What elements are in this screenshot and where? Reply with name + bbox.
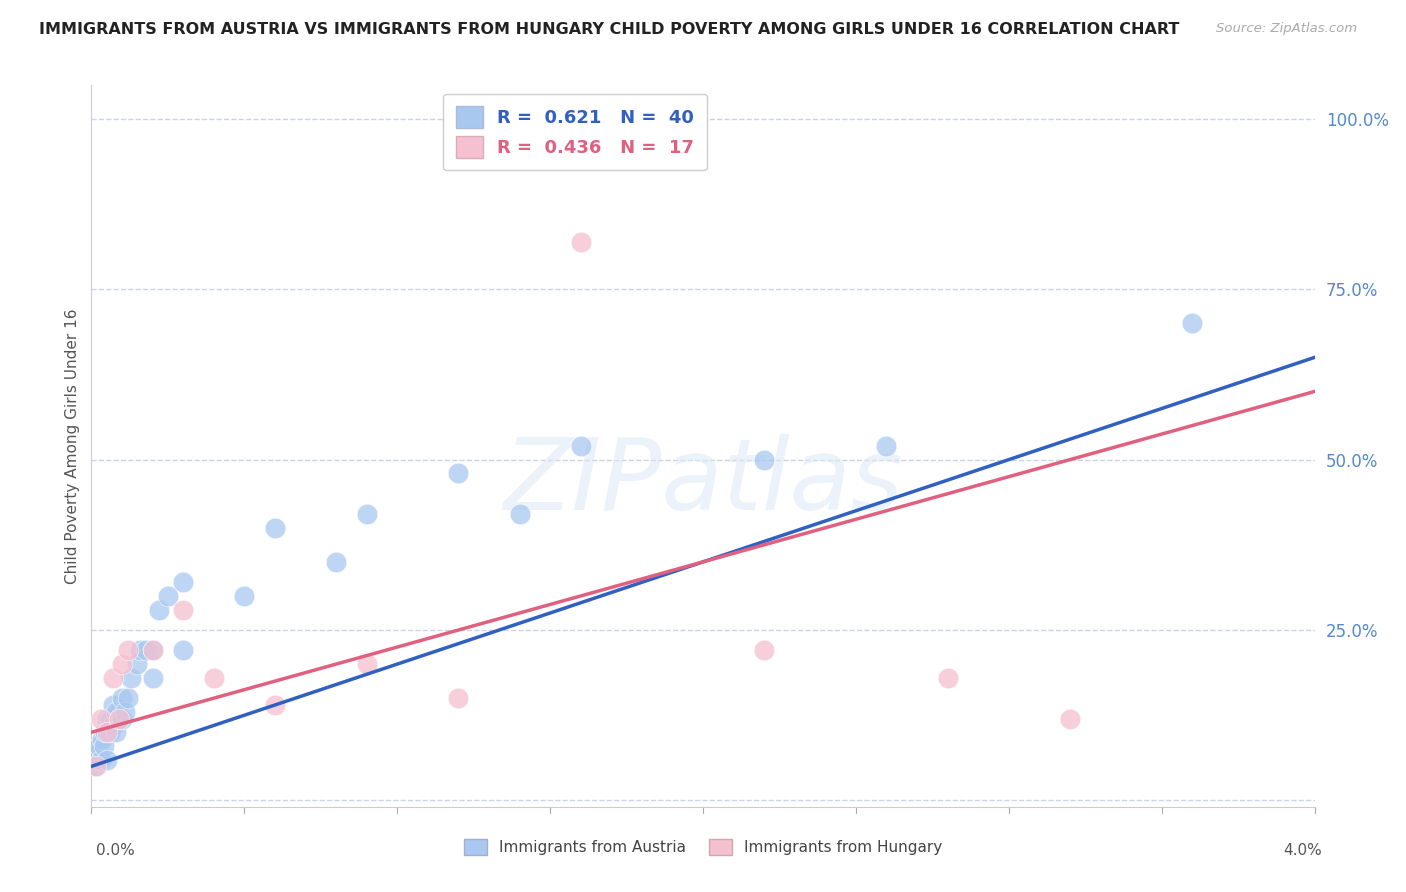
Point — [356, 657, 378, 672]
Point — [356, 507, 378, 521]
Point — [104, 725, 127, 739]
Point — [127, 657, 149, 672]
Point — [120, 671, 142, 685]
Point — [98, 725, 121, 739]
Point — [233, 589, 256, 603]
Point — [90, 753, 112, 767]
Point — [264, 698, 287, 712]
Point — [172, 602, 194, 616]
Point — [114, 705, 136, 719]
Point — [447, 691, 470, 706]
Point — [87, 739, 110, 753]
Point — [447, 467, 470, 481]
Point — [135, 643, 157, 657]
Point — [325, 555, 347, 569]
Point — [101, 718, 124, 732]
Point — [172, 575, 194, 590]
Point — [117, 691, 139, 706]
Point — [936, 671, 959, 685]
Point — [96, 725, 118, 739]
Point — [117, 643, 139, 657]
Text: ZIPatlas: ZIPatlas — [503, 434, 903, 531]
Point — [569, 439, 592, 453]
Point — [111, 712, 134, 726]
Point — [1181, 316, 1204, 330]
Point — [141, 643, 163, 657]
Text: 0.0%: 0.0% — [96, 843, 135, 857]
Point — [96, 712, 118, 726]
Point — [84, 759, 107, 773]
Text: IMMIGRANTS FROM AUSTRIA VS IMMIGRANTS FROM HUNGARY CHILD POVERTY AMONG GIRLS UND: IMMIGRANTS FROM AUSTRIA VS IMMIGRANTS FR… — [39, 22, 1180, 37]
Point — [569, 235, 592, 249]
Point — [90, 712, 112, 726]
Point — [98, 712, 121, 726]
Point — [101, 698, 124, 712]
Point — [108, 712, 131, 726]
Point — [875, 439, 897, 453]
Point — [148, 602, 170, 616]
Point — [104, 705, 127, 719]
Point — [172, 643, 194, 657]
Point — [94, 725, 117, 739]
Point — [91, 732, 114, 747]
Point — [101, 671, 124, 685]
Point — [141, 671, 163, 685]
Point — [202, 671, 225, 685]
Point — [754, 452, 776, 467]
Text: 4.0%: 4.0% — [1282, 843, 1322, 857]
Point — [509, 507, 531, 521]
Text: Source: ZipAtlas.com: Source: ZipAtlas.com — [1216, 22, 1357, 36]
Point — [111, 657, 134, 672]
Legend: R =  0.621   N =  40, R =  0.436   N =  17: R = 0.621 N = 40, R = 0.436 N = 17 — [443, 94, 707, 170]
Point — [96, 753, 118, 767]
Point — [129, 643, 152, 657]
Point — [156, 589, 179, 603]
Point — [108, 712, 131, 726]
Point — [264, 521, 287, 535]
Point — [141, 643, 163, 657]
Point — [86, 746, 108, 760]
Point — [754, 643, 776, 657]
Point — [84, 759, 107, 773]
Point — [1059, 712, 1081, 726]
Y-axis label: Child Poverty Among Girls Under 16: Child Poverty Among Girls Under 16 — [65, 309, 80, 583]
Point — [111, 691, 134, 706]
Point — [93, 739, 115, 753]
